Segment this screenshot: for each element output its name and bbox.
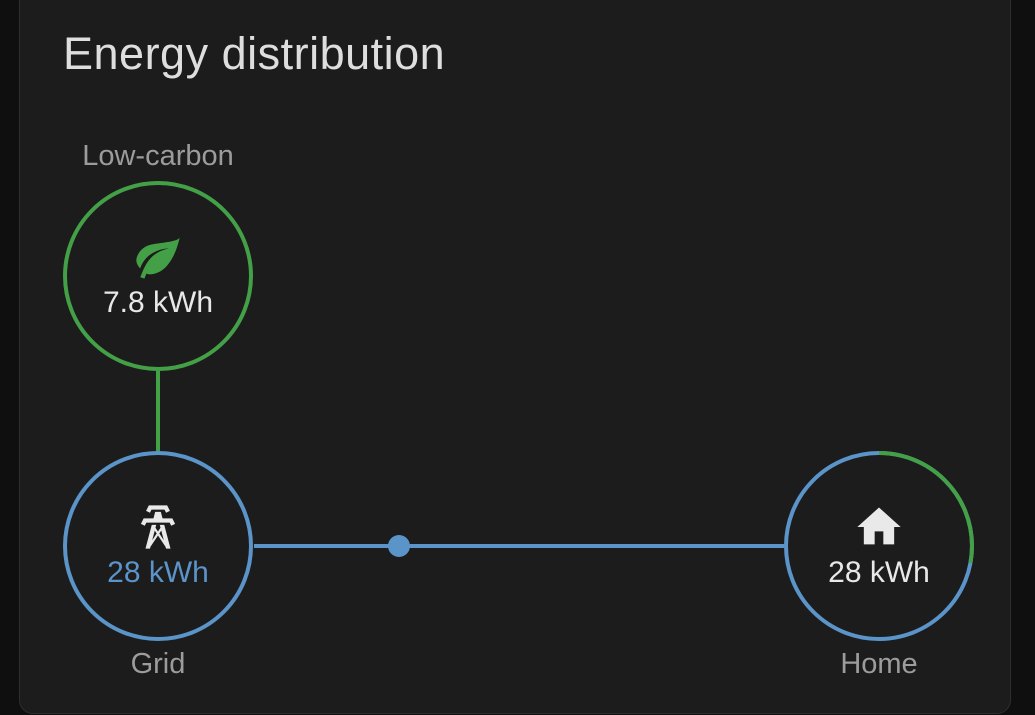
low-carbon-label: Low-carbon [82,140,234,172]
home-label: Home [840,648,918,680]
grid-to-home-flow-dot [388,535,410,557]
card-title: Energy distribution [63,28,446,79]
grid-label: Grid [130,648,186,680]
grid-value: 28 kWh [107,556,209,589]
home-ring [784,451,974,641]
low-carbon-value: 7.8 kWh [102,286,214,319]
leaf-icon [132,231,184,283]
grid-to-home-line [254,544,784,548]
transmission-tower-icon [132,501,184,553]
home-value: 28 kWh [828,556,930,589]
grid-circle[interactable]: 28 kWh [63,451,253,641]
home-ring-lowcarbon-arc [784,451,974,641]
lowcarbon-to-grid-line [156,371,160,451]
home-circle[interactable]: 28 kWh [784,451,974,641]
low-carbon-circle[interactable]: 7.8 kWh [63,181,253,371]
home-icon [853,501,905,553]
energy-distribution-card: Energy distribution Low-carbon 7.8 kWh 2… [19,0,1011,714]
